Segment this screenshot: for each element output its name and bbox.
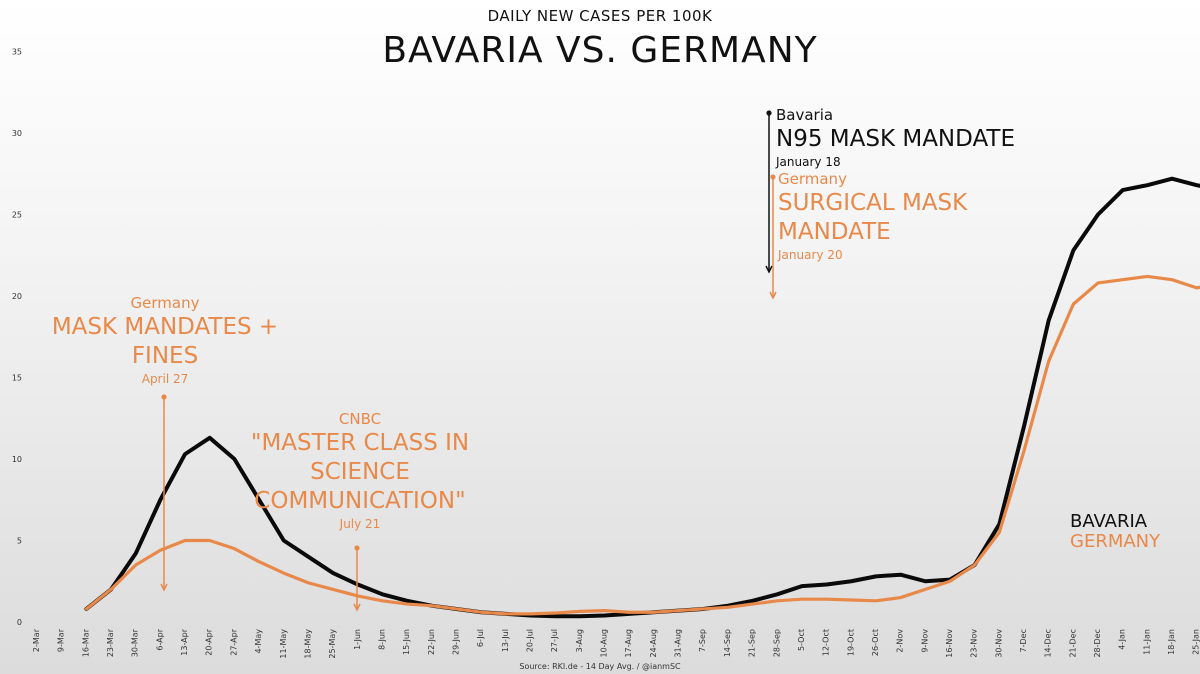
x-tick-label: 9-Mar	[57, 628, 66, 652]
chart-title: BAVARIA VS. GERMANY	[382, 30, 818, 71]
annotation-date: April 27	[141, 372, 189, 386]
x-tick-label: 21-Dec	[1068, 629, 1077, 658]
x-tick-label: 9-Nov	[920, 629, 929, 653]
x-tick-label: 2-Nov	[896, 629, 905, 653]
x-tick-label: 27-Jul	[550, 629, 559, 652]
x-tick-label: 29-Jun	[451, 629, 460, 655]
germany-line-label: GERMANY	[1070, 531, 1161, 552]
cnbc-annotation: CNBC "MASTER CLASS IN SCIENCE COMMUNICAT…	[230, 410, 490, 531]
x-tick-label: 24-Aug	[649, 629, 658, 658]
x-tick-label: 11-May	[279, 629, 288, 659]
annotation-headline: SCIENCE	[310, 459, 410, 485]
x-tick-label: 30-Mar	[131, 628, 140, 657]
bavaria-n95-annotation: Bavaria N95 MASK MANDATE January 18	[776, 106, 1015, 169]
annotation-arrows	[160, 110, 777, 612]
x-tick-label: 7-Sep	[698, 629, 707, 652]
germany-mask-annotation: Germany MASK MANDATES + FINES April 27	[40, 294, 290, 386]
x-tick-label: 20-Apr	[205, 628, 214, 655]
annotation-date: January 18	[776, 155, 841, 169]
april27-arrow-dot	[161, 394, 167, 400]
annotation-headline: MASK MANDATES +	[51, 314, 279, 340]
x-tick-label: 20-Jul	[526, 629, 535, 652]
y-tick-label: 0	[17, 618, 22, 627]
x-tick-label: 5-Oct	[797, 629, 806, 651]
x-tick-label: 18-Jan	[1167, 629, 1176, 655]
x-tick-label: 28-Sep	[772, 629, 781, 657]
x-tick-label: 13-Apr	[180, 628, 189, 655]
x-tick-label: 31-Aug	[674, 629, 683, 658]
april27-arrow-head	[160, 583, 168, 592]
x-tick-label: 15-Jun	[402, 629, 411, 655]
chart-subtitle: DAILY NEW CASES PER 100K	[487, 7, 713, 25]
x-tick-label: 14-Sep	[723, 629, 732, 657]
x-tick-label: 23-Nov	[970, 629, 979, 658]
y-tick-label: 20	[12, 292, 22, 301]
july21-arrow-head	[353, 603, 361, 612]
y-tick-label: 35	[12, 48, 22, 57]
x-tick-label: 11-Jan	[1142, 629, 1151, 655]
x-tick-label: 25-Jan	[1192, 629, 1200, 655]
y-tick-label: 15	[12, 374, 22, 383]
annotation-headline: SURGICAL MASK	[778, 190, 968, 216]
annotation-headline: "MASTER CLASS IN	[250, 430, 470, 456]
x-tick-label: 25-May	[328, 629, 337, 659]
annotation-source: CNBC	[338, 410, 382, 428]
x-tick-label: 17-Aug	[624, 629, 633, 658]
x-tick-label: 4-Jan	[1118, 629, 1127, 650]
x-tick-label: 27-Apr	[229, 628, 238, 655]
july21-arrow-dot	[354, 545, 360, 551]
y-tick-label: 10	[12, 455, 22, 464]
x-tick-label: 26-Oct	[871, 629, 880, 656]
germany-surgical-annotation: Germany SURGICAL MASK MANDATE January 20	[778, 170, 967, 262]
x-tick-label: 6-Apr	[155, 628, 164, 650]
x-tick-label: 22-Jun	[427, 629, 436, 655]
x-tick-label: 30-Nov	[994, 629, 1003, 658]
annotation-source: Germany	[130, 294, 200, 312]
x-tick-label: 13-Jul	[501, 629, 510, 652]
x-tick-label: 12-Oct	[822, 629, 831, 656]
annotation-date: July 21	[339, 517, 381, 531]
jan18-arrow-dot	[766, 110, 772, 116]
x-tick-label: 6-Jul	[476, 629, 485, 647]
chart-series	[84, 176, 1200, 619]
annotation-source: Bavaria	[776, 106, 834, 124]
x-tick-label: 23-Mar	[106, 628, 115, 657]
x-tick-label: 2-Mar	[32, 628, 41, 652]
x-tick-label: 10-Aug	[600, 629, 609, 658]
annotation-source: Germany	[778, 170, 847, 188]
series-line-germany	[84, 274, 1200, 616]
annotation-headline: COMMUNICATION"	[254, 488, 466, 514]
x-tick-label: 16-Nov	[945, 629, 954, 658]
annotation-headline: FINES	[131, 343, 199, 369]
bavaria-line-label: BAVARIA	[1070, 511, 1148, 532]
annotation-headline: MANDATE	[778, 219, 891, 245]
x-axis: 2-Mar 9-Mar 16-Mar 23-Mar 30-Mar 6-Apr 13-Apr 2…	[32, 628, 1200, 658]
y-tick-label: 30	[12, 129, 22, 138]
annotation-date: January 20	[778, 248, 843, 262]
x-tick-label: 4-May	[254, 629, 263, 654]
y-axis: 0 5 10 15 20 25 30 35	[12, 48, 22, 628]
x-tick-label: 14-Dec	[1044, 629, 1053, 658]
x-tick-label: 18-May	[303, 629, 312, 659]
x-tick-label: 16-Mar	[81, 628, 90, 657]
jan20-arrow-dot	[770, 174, 776, 180]
annotation-headline: N95 MASK MANDATE	[776, 126, 1015, 152]
x-tick-label: 19-Oct	[846, 629, 855, 656]
jan18-arrow-head	[765, 265, 773, 274]
y-tick-label: 5	[17, 537, 22, 546]
x-tick-label: 1-Jun	[353, 629, 362, 650]
x-tick-label: 7-Dec	[1019, 629, 1028, 652]
x-tick-label: 21-Sep	[748, 629, 757, 657]
x-tick-label: 3-Aug	[575, 629, 584, 652]
x-tick-label: 8-Jun	[377, 629, 386, 650]
y-tick-label: 25	[12, 211, 22, 220]
source-note: Source: RKI.de - 14 Day Avg. / @ianmSC	[519, 662, 681, 671]
jan20-arrow-head	[769, 291, 777, 300]
x-tick-label: 28-Dec	[1093, 629, 1102, 658]
